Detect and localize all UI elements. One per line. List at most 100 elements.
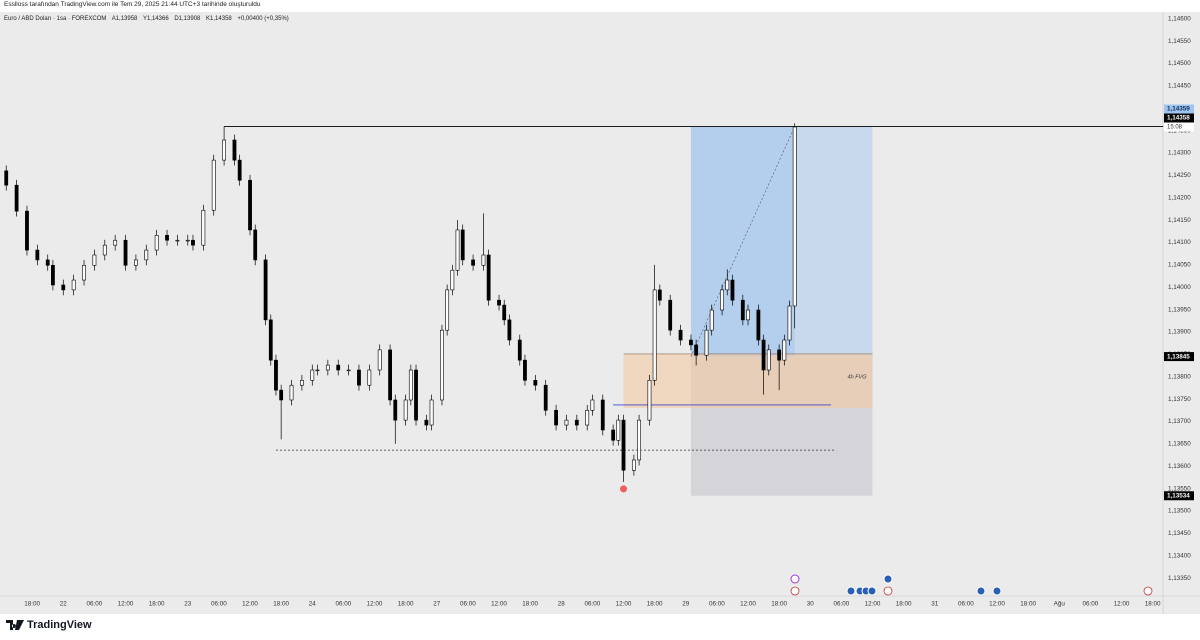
- legend: Euro / ABD Doları · 1sa · FOREXCOM A1,13…: [4, 16, 293, 22]
- y-tick-label: 1,13450: [1168, 530, 1191, 537]
- x-tick-label: 06:00: [1082, 601, 1098, 608]
- y-tick-label: 1,13350: [1168, 575, 1191, 582]
- candle-body: [253, 229, 258, 261]
- x-tick-label: 06:00: [211, 601, 227, 608]
- price-tag: [1164, 352, 1194, 362]
- candle-body: [175, 239, 180, 242]
- candle-body: [279, 389, 284, 401]
- y-tick-label: 1,14050: [1168, 262, 1191, 269]
- x-tick-label: 18:00: [398, 601, 414, 608]
- candle-body: [450, 269, 455, 291]
- x-tick-label: 12:00: [616, 601, 632, 608]
- x-tick-label: 12:00: [1114, 601, 1130, 608]
- candle-body: [720, 289, 724, 311]
- x-tick-label: 06:00: [336, 601, 352, 608]
- x-tick-label: 18:00: [1020, 601, 1036, 608]
- candle-body: [134, 259, 138, 266]
- candle-body: [222, 139, 226, 161]
- y-tick-label: 1,13800: [1168, 373, 1191, 380]
- candle-body: [611, 429, 616, 441]
- x-tick-label: 06:00: [958, 601, 974, 608]
- x-tick-label: 12:00: [118, 601, 134, 608]
- event-icon: [1143, 586, 1153, 596]
- candle-body: [346, 369, 351, 372]
- candle-body: [471, 259, 475, 266]
- candle-body: [274, 359, 278, 391]
- price-tag-label: 1,14359: [1167, 106, 1190, 113]
- candle-body: [761, 339, 766, 371]
- y-tick-label: 1,13900: [1168, 329, 1191, 336]
- candle-body: [289, 384, 294, 401]
- candle-body: [92, 254, 97, 266]
- price-tag: [1164, 104, 1194, 114]
- candle-body: [647, 380, 652, 421]
- candle-body: [14, 184, 19, 212]
- candle-body: [554, 409, 558, 426]
- y-tick-label: 1,14500: [1168, 60, 1191, 67]
- x-tick-label: 18:00: [24, 601, 40, 608]
- candle-body: [445, 289, 450, 331]
- candle-body: [414, 369, 418, 421]
- fvg-zone: [623, 353, 873, 409]
- brand-logo: [6, 620, 24, 630]
- candle-body: [740, 299, 745, 321]
- candle-body: [211, 159, 216, 211]
- y-tick-label: 1,13700: [1168, 418, 1191, 425]
- x-tick-label: 06:00: [834, 601, 850, 608]
- candle-body: [300, 380, 304, 386]
- candle-body: [792, 126, 797, 307]
- y-tick-label: 1,14100: [1168, 239, 1191, 246]
- candle-body: [787, 305, 792, 341]
- x-tick-label: 23: [184, 601, 192, 608]
- y-tick-label: 1,13600: [1168, 463, 1191, 470]
- candle-body: [600, 399, 605, 431]
- candle-body: [564, 419, 569, 426]
- candle-body: [424, 419, 429, 426]
- x-tick-label: 06:00: [709, 601, 725, 608]
- y-tick-label: 1,13400: [1168, 552, 1191, 559]
- candle-body: [481, 254, 486, 266]
- candle-body: [730, 279, 735, 301]
- candle-body: [377, 349, 382, 371]
- x-tick-label: 18:00: [522, 601, 538, 608]
- event-icon: [867, 586, 877, 596]
- candle-body: [71, 279, 76, 291]
- candle-body: [144, 249, 149, 261]
- candle-body: [201, 209, 206, 246]
- candle-body: [523, 359, 527, 381]
- candle-body: [310, 369, 315, 381]
- x-tick-label: 18:00: [1145, 601, 1161, 608]
- candle-body: [315, 369, 320, 372]
- y-tick-label: 1,14200: [1168, 194, 1191, 201]
- candle-body: [455, 229, 460, 271]
- ohlc-close: K1,14358: [206, 16, 232, 22]
- x-tick-label: 12:00: [989, 601, 1005, 608]
- candle-body: [497, 299, 501, 306]
- event-icon: [846, 586, 856, 596]
- x-tick-label: Ağu: [1054, 601, 1066, 608]
- x-tick-label: 29: [682, 601, 690, 608]
- candle-body: [517, 339, 522, 361]
- candle-body: [51, 264, 55, 286]
- candle-body: [678, 329, 683, 341]
- candle-body: [574, 419, 579, 426]
- candle-body: [35, 249, 40, 261]
- caption: Esslloss tarafından TradingView.com ile …: [4, 1, 261, 8]
- x-tick-label: 12:00: [367, 601, 383, 608]
- candle-body: [248, 179, 252, 231]
- fvg-label: 4h FVG: [848, 374, 868, 380]
- y-tick-label: 1,13750: [1168, 396, 1191, 403]
- candle-body: [185, 239, 190, 242]
- x-tick-label: 12:00: [740, 601, 756, 608]
- y-tick-label: 1,13650: [1168, 441, 1191, 448]
- candle-body: [154, 235, 159, 251]
- candle-body: [123, 239, 128, 266]
- countdown: 15:08: [1167, 125, 1183, 131]
- candle-body: [408, 369, 413, 401]
- candle-body: [325, 364, 330, 371]
- candle-body: [263, 259, 268, 321]
- event-icon: [883, 574, 893, 584]
- y-tick-label: 1,14300: [1168, 150, 1191, 157]
- brand: TradingView: [27, 619, 92, 631]
